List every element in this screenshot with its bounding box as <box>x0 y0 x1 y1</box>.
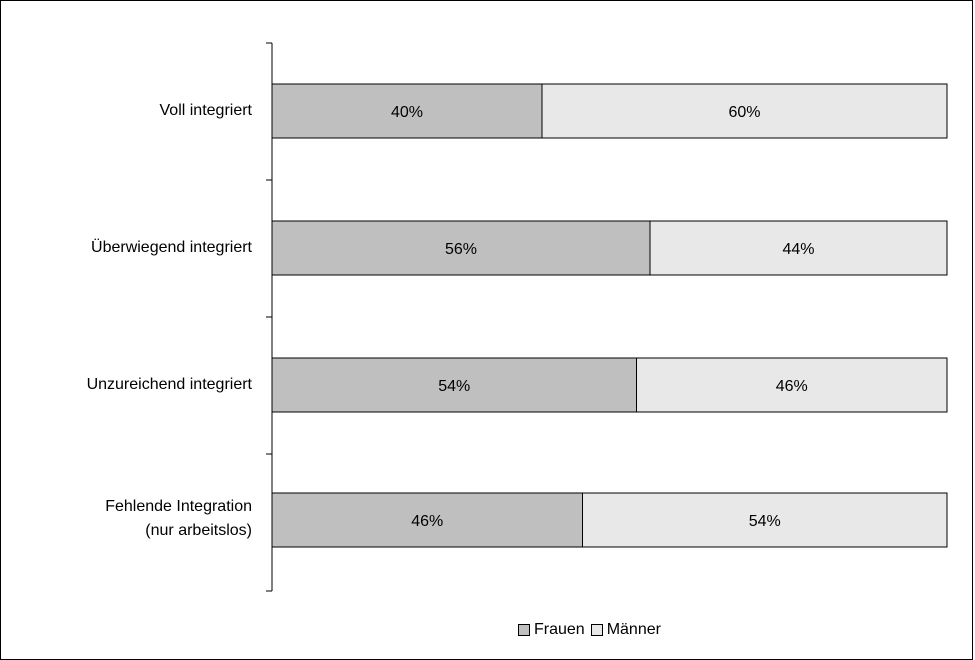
bar-mnner-0 <box>541 83 948 139</box>
legend-label-frauen: Frauen <box>534 621 585 638</box>
bar-mnner-2 <box>636 357 948 413</box>
bar-frauen-1 <box>271 220 651 276</box>
legend: Frauen Männer <box>518 621 661 639</box>
data-label-frauen-0: 40% <box>391 104 423 121</box>
category-label-1: Überwiegend integriert <box>91 239 252 256</box>
bar-mnner-3 <box>582 492 948 548</box>
category-label-3: Fehlende Integration (nur arbeitslos) <box>105 498 252 539</box>
bar-frauen-3 <box>271 492 583 548</box>
legend-item-maenner: Männer <box>590 621 661 639</box>
legend-item-frauen: Frauen <box>518 621 585 639</box>
data-label-frauen-3: 46% <box>411 513 443 530</box>
data-label-frauen-1: 56% <box>445 241 477 258</box>
data-label-mnner-3: 54% <box>749 513 781 530</box>
data-label-frauen-2: 54% <box>438 378 470 395</box>
data-label-mnner-1: 44% <box>782 241 814 258</box>
category-label-2: Unzureichend integriert <box>86 376 252 393</box>
bar-mnner-1 <box>649 220 948 276</box>
legend-swatch-maenner <box>590 624 603 636</box>
data-label-mnner-2: 46% <box>776 378 808 395</box>
legend-label-maenner: Männer <box>606 621 661 638</box>
data-label-mnner-0: 60% <box>728 104 760 121</box>
bar-frauen-0 <box>271 83 543 139</box>
legend-swatch-frauen <box>518 624 530 636</box>
category-label-0: Voll integriert <box>159 102 253 119</box>
